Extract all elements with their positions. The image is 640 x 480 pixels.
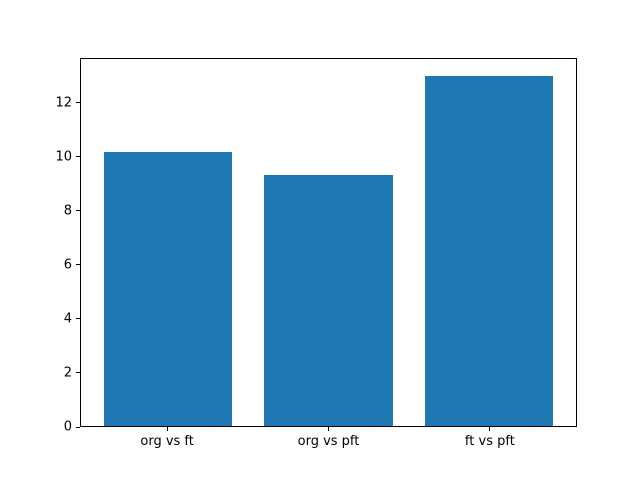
y-tick-mark — [76, 156, 80, 158]
y-tick-mark — [76, 264, 80, 266]
x-axis: org vs ft org vs pft ft vs pft — [80, 426, 577, 460]
plot-area — [80, 58, 577, 427]
y-tick-mark — [76, 372, 80, 374]
y-tick-label: 12 — [55, 95, 72, 111]
y-tick-mark — [76, 210, 80, 212]
x-tick-mark — [328, 427, 329, 431]
bar-org-vs-pft — [264, 174, 393, 426]
x-tick-label: ft vs pft — [464, 434, 515, 449]
x-tick-label: org vs pft — [297, 434, 360, 449]
y-tick-label: 4 — [63, 311, 72, 327]
y-tick-mark — [76, 102, 80, 104]
bar-org-vs-ft — [103, 151, 233, 426]
x-tick-mark — [489, 427, 491, 431]
y-tick-label: 6 — [63, 257, 72, 273]
y-tick-label: 10 — [55, 149, 72, 165]
y-tick-mark — [76, 426, 80, 428]
y-tick-mark — [76, 318, 80, 320]
y-tick-label: 2 — [63, 365, 72, 381]
y-axis: 0 2 4 6 8 10 12 — [0, 58, 80, 434]
bar-ft-vs-pft — [424, 76, 554, 426]
y-tick-label: 0 — [63, 419, 72, 435]
x-tick-label: org vs ft — [140, 434, 194, 449]
x-tick-mark — [166, 427, 168, 431]
y-tick-label: 8 — [63, 203, 72, 219]
